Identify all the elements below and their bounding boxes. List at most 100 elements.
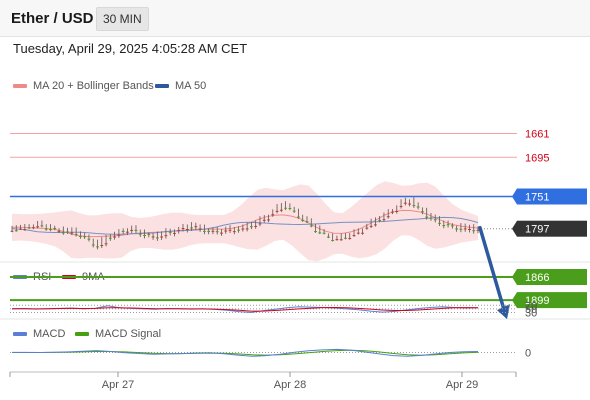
candle-bearish [232, 231, 236, 233]
candle-bearish [181, 228, 185, 230]
candle-bearish [130, 229, 134, 231]
candle-bullish [155, 237, 159, 239]
price-tag-1899 [517, 292, 587, 309]
candle-bullish [147, 233, 151, 235]
candle-bullish [40, 225, 44, 227]
candle-bullish [344, 237, 347, 239]
candle-bearish [220, 232, 223, 234]
candle-bearish [275, 210, 279, 212]
candle-bearish [160, 236, 164, 238]
candle-bullish [121, 230, 125, 232]
price-level-text-1695: 1695 [525, 152, 549, 164]
candle-bearish [403, 202, 407, 204]
price-level-text-1661: 1661 [525, 129, 549, 141]
candle-bearish [10, 230, 14, 232]
candle-bullish [442, 225, 446, 227]
candle-bearish [279, 209, 283, 211]
candle-bullish [301, 219, 305, 221]
x-tick-label-0: Apr 27 [102, 379, 134, 391]
price-tag-text-1751: 1751 [525, 192, 549, 204]
candle-bearish [228, 229, 232, 231]
macd-signal-line [12, 349, 479, 356]
candle-bearish [113, 236, 117, 238]
ma20-line [12, 209, 479, 238]
candle-bearish [245, 228, 249, 230]
candle-bearish [391, 211, 394, 213]
candle-bullish [168, 231, 172, 233]
projection-arrow-layer [478, 225, 510, 320]
timestamp: Tuesday, April 29, 2025 4:05:28 AM CET [13, 41, 248, 56]
candle-bullish [438, 222, 441, 224]
price-tag-pointer-1899 [512, 292, 517, 309]
legend-ma20-bollinger: MA 20 + Bollinger Bands [13, 80, 154, 92]
candle-bearish [241, 228, 245, 230]
candle-bullish [331, 240, 335, 242]
candle-bullish [202, 230, 206, 232]
candle-bearish [361, 232, 364, 234]
candle-bullish [322, 232, 326, 234]
macd-panel: 0 [10, 348, 531, 360]
candle-bearish [36, 226, 40, 228]
rsi-level-label-70: 70 [525, 300, 537, 312]
candle-bullish [292, 210, 296, 212]
candle-bullish [66, 231, 69, 233]
price-tag-1866 [517, 269, 587, 285]
legend-label-macd: MACD [33, 328, 66, 340]
chart-frame [0, 261, 590, 373]
candle-bullish [425, 216, 429, 218]
candle-bullish [79, 236, 82, 238]
legend-macd-signal: MACD Signal [75, 328, 161, 340]
candle-bearish [224, 230, 228, 232]
candle-layer [10, 197, 480, 250]
x-tick-label-1: Apr 28 [274, 379, 306, 391]
candle-bullish [134, 229, 138, 231]
candle-bearish [57, 230, 61, 232]
legend-macd: MACD [13, 328, 65, 340]
bollinger-band-layer [11, 181, 479, 262]
candle-bearish [254, 225, 258, 227]
price-tag-text-1899: 1899 [525, 295, 549, 307]
candle-bearish [476, 229, 480, 231]
candle-bearish [194, 226, 198, 228]
candle-bearish [408, 203, 411, 205]
x-tick-label-2: Apr 29 [446, 379, 478, 391]
candle-bullish [74, 233, 78, 235]
candle-bullish [288, 208, 292, 210]
candle-bearish [382, 219, 386, 221]
macd-zero-label: 0 [525, 348, 531, 360]
time-axis: Apr 27 Apr 28 Apr 29 [9, 372, 517, 391]
candle-bearish [339, 239, 343, 241]
timeframe-badge[interactable]: 30 MIN [96, 7, 149, 31]
candle-bearish [177, 230, 181, 232]
candle-bullish [314, 231, 317, 233]
candle-bearish [151, 236, 155, 238]
candle-bullish [284, 207, 288, 209]
price-tag-1751 [517, 188, 587, 205]
candle-bearish [365, 227, 369, 229]
candle-bullish [27, 227, 31, 229]
candle-bearish [126, 231, 129, 233]
candle-bullish [318, 232, 322, 234]
legend-swatch-macd-signal [75, 332, 89, 336]
projection-arrow-head [497, 304, 510, 320]
candle-bearish [173, 232, 176, 234]
candle-bearish [164, 235, 168, 237]
price-tag-pointer-1797 [512, 220, 517, 237]
candle-bearish [348, 238, 352, 240]
candle-bearish [468, 229, 471, 231]
candle-bullish [143, 234, 146, 236]
candle-bullish [83, 236, 87, 238]
candle-bearish [373, 224, 377, 226]
candle-bearish [369, 225, 373, 227]
candle-bullish [53, 227, 57, 229]
candle-bearish [19, 228, 22, 230]
candle-bullish [190, 227, 193, 229]
candle-bearish [198, 228, 202, 230]
candle-bullish [429, 217, 433, 219]
candle-bullish [446, 224, 450, 226]
candle-bearish [100, 245, 104, 247]
price-tag-pointer-1751 [512, 188, 517, 205]
projection-arrow-shaft [478, 225, 507, 315]
legend-label-ma50: MA 50 [175, 80, 207, 92]
